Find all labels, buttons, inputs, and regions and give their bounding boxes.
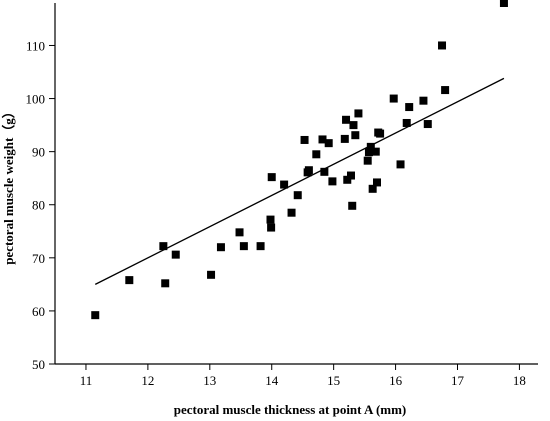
- data-point: [171, 250, 180, 259]
- data-point: [216, 243, 225, 252]
- x-tick-label: 13: [203, 373, 216, 388]
- data-point: [161, 279, 170, 288]
- data-point: [405, 103, 414, 112]
- data-point: [441, 86, 450, 95]
- x-axis-title: pectoral muscle thickness at point A (mm…: [174, 402, 407, 417]
- x-tick-label: 18: [513, 373, 526, 388]
- data-point: [266, 215, 275, 224]
- data-point: [207, 270, 216, 279]
- data-point: [340, 134, 349, 143]
- regression-line-group: [94, 77, 505, 285]
- data-point: [318, 135, 327, 144]
- data-point: [373, 178, 381, 187]
- data-point: [312, 150, 321, 159]
- data-point: [324, 139, 333, 148]
- x-tick-label: 12: [141, 373, 154, 388]
- x-tick-label: 17: [451, 373, 465, 388]
- data-point: [396, 160, 405, 169]
- data-point: [235, 228, 244, 237]
- data-point: [354, 109, 363, 118]
- y-tick-label: 80: [32, 198, 45, 213]
- data-point: [499, 0, 508, 7]
- data-point: [342, 115, 351, 124]
- ticks: [49, 44, 520, 370]
- data-point: [280, 180, 289, 189]
- data-point: [293, 191, 302, 200]
- data-points: [91, 0, 508, 320]
- data-point: [346, 171, 355, 180]
- y-tick-label: 50: [32, 357, 45, 372]
- x-tick-label: 15: [327, 373, 340, 388]
- data-point: [419, 96, 428, 105]
- x-tick-label: 16: [389, 373, 403, 388]
- data-point: [343, 175, 352, 184]
- data-point: [366, 142, 375, 151]
- data-point: [239, 242, 248, 251]
- data-point: [300, 135, 309, 144]
- data-point: [438, 41, 447, 50]
- data-point: [364, 148, 373, 157]
- data-point: [125, 276, 134, 285]
- data-point: [402, 118, 411, 127]
- data-point: [287, 208, 296, 217]
- data-point: [304, 166, 313, 175]
- data-point: [320, 167, 329, 176]
- y-tick-label: 60: [32, 304, 45, 319]
- x-tick-label: 14: [265, 373, 279, 388]
- data-point: [159, 242, 168, 251]
- y-tick-label: 100: [26, 92, 46, 107]
- tick-labels: 11 12 13 14 15 16 17 18 50 60 70 80 90 100 110: [26, 38, 526, 388]
- data-point: [91, 311, 100, 320]
- regression-line: [94, 77, 505, 285]
- x-tick-label: 11: [80, 373, 93, 388]
- data-point: [368, 184, 377, 193]
- data-point: [348, 201, 357, 210]
- data-point: [363, 156, 372, 165]
- y-tick-label: 110: [26, 38, 45, 53]
- data-point: [376, 129, 385, 138]
- data-point: [351, 131, 360, 140]
- data-point: [256, 242, 265, 251]
- data-point: [328, 177, 337, 186]
- data-point: [423, 120, 432, 129]
- data-point: [267, 223, 276, 232]
- data-point: [349, 121, 358, 130]
- y-tick-label: 90: [32, 145, 45, 160]
- y-axis-title: pectoral muscle weight（g）: [1, 105, 16, 265]
- data-point: [389, 94, 398, 103]
- data-point: [267, 173, 276, 182]
- y-tick-label: 70: [32, 251, 45, 266]
- data-point: [371, 147, 380, 156]
